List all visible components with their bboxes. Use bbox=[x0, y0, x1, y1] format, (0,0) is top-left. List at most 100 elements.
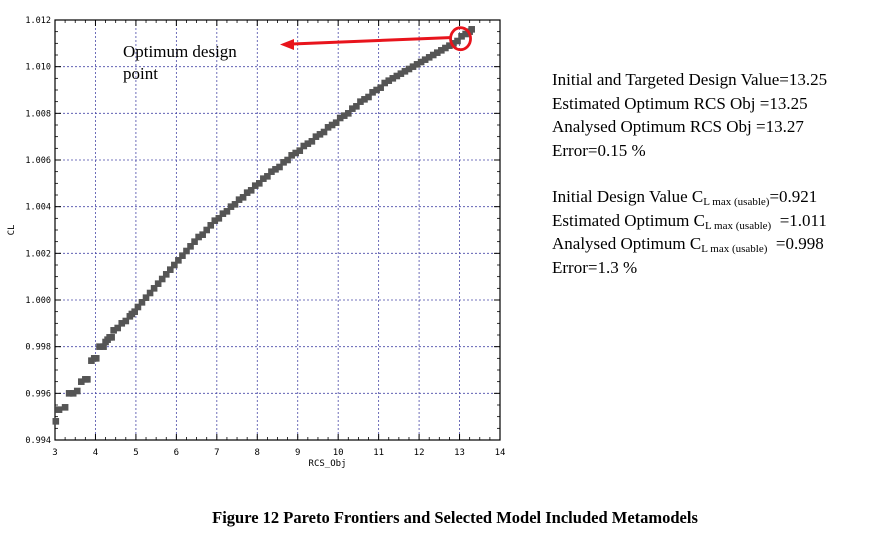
x-tick-label: 14 bbox=[495, 448, 506, 458]
data-point bbox=[114, 324, 122, 332]
data-point bbox=[65, 390, 73, 397]
data-point bbox=[207, 222, 215, 229]
data-point bbox=[118, 320, 126, 327]
data-point bbox=[349, 105, 356, 112]
data-point bbox=[199, 231, 206, 238]
data-point bbox=[365, 93, 372, 101]
x-axis-label: RCS_Obj bbox=[309, 459, 347, 469]
data-point bbox=[175, 257, 182, 264]
data-point bbox=[324, 124, 332, 131]
cl-initial-value: =0.921 bbox=[769, 187, 818, 206]
data-point bbox=[381, 79, 389, 87]
data-point bbox=[332, 119, 340, 126]
data-point bbox=[131, 308, 138, 315]
data-point bbox=[195, 233, 202, 241]
data-point bbox=[52, 418, 60, 425]
x-tick-label: 4 bbox=[93, 448, 98, 458]
data-point bbox=[134, 303, 142, 311]
data-point bbox=[462, 30, 469, 38]
data-point bbox=[373, 86, 380, 94]
data-point bbox=[468, 26, 475, 33]
data-point bbox=[231, 201, 239, 208]
annotation-arrow-head bbox=[280, 39, 294, 50]
y-tick-label: 0.996 bbox=[25, 389, 51, 399]
cl-estimated-value: =1.011 bbox=[771, 210, 827, 230]
data-point bbox=[385, 77, 393, 84]
data-point bbox=[171, 261, 178, 269]
x-tick-label: 9 bbox=[295, 448, 300, 458]
y-tick-label: 1.012 bbox=[25, 16, 51, 26]
data-point bbox=[425, 54, 433, 61]
data-point bbox=[96, 343, 103, 350]
data-point bbox=[328, 121, 336, 129]
data-point bbox=[84, 376, 91, 383]
result-line-2: Estimated Optimum RCS Obj =13.25 bbox=[552, 93, 808, 113]
y-tick-label: 0.998 bbox=[25, 343, 51, 353]
data-point bbox=[146, 289, 154, 297]
x-tick-label: 12 bbox=[414, 448, 425, 458]
data-point bbox=[272, 166, 279, 173]
data-point bbox=[243, 189, 251, 196]
results-panel: Initial and Targeted Design Value=13.25 … bbox=[552, 68, 827, 279]
data-point bbox=[247, 187, 255, 194]
data-point bbox=[108, 334, 115, 341]
data-point bbox=[183, 247, 190, 255]
data-point bbox=[405, 65, 413, 73]
data-point bbox=[296, 147, 304, 154]
data-point bbox=[280, 159, 287, 166]
data-point bbox=[393, 72, 401, 80]
data-point bbox=[357, 98, 364, 105]
result-line-3: Analysed Optimum RCS Obj =13.27 bbox=[552, 117, 804, 136]
data-point bbox=[397, 70, 405, 77]
data-point bbox=[264, 173, 271, 180]
data-point bbox=[138, 299, 146, 306]
x-tick-label: 10 bbox=[333, 448, 344, 458]
data-point bbox=[312, 133, 320, 140]
data-point bbox=[446, 42, 453, 49]
data-point bbox=[284, 156, 291, 164]
y-tick-label: 1.004 bbox=[25, 203, 51, 213]
plot-area bbox=[55, 20, 500, 440]
data-point bbox=[223, 208, 231, 215]
data-point bbox=[191, 238, 198, 245]
data-point bbox=[276, 163, 283, 171]
data-point bbox=[142, 294, 150, 301]
data-point bbox=[77, 378, 85, 385]
data-point bbox=[162, 271, 170, 278]
data-point bbox=[122, 317, 130, 325]
data-point bbox=[92, 355, 100, 362]
x-tick-label: 13 bbox=[454, 448, 465, 458]
data-point bbox=[150, 285, 158, 292]
data-point bbox=[292, 149, 300, 157]
data-point bbox=[344, 110, 352, 117]
data-point bbox=[340, 112, 348, 119]
x-tick-label: 8 bbox=[255, 448, 260, 458]
data-point bbox=[227, 203, 235, 210]
cl-estimated-sub: L max (usable) bbox=[705, 219, 772, 232]
data-point bbox=[442, 44, 449, 52]
data-point bbox=[450, 40, 457, 47]
x-tick-label: 3 bbox=[52, 448, 57, 458]
data-point bbox=[377, 84, 384, 91]
data-point bbox=[389, 75, 397, 82]
cl-analysed-prefix: Analysed Optimum C bbox=[552, 234, 702, 253]
result-line-7: Analysed Optimum CL max (usable) =0.998 bbox=[552, 232, 827, 256]
data-point bbox=[438, 47, 445, 54]
data-point bbox=[353, 103, 360, 110]
cl-estimated-prefix: Estimated Optimum C bbox=[552, 210, 705, 230]
data-point bbox=[158, 275, 166, 283]
data-point bbox=[255, 180, 263, 187]
annotation-arrow-line bbox=[291, 36, 450, 46]
y-tick-label: 0.994 bbox=[25, 436, 51, 446]
data-point bbox=[166, 266, 174, 273]
data-point bbox=[308, 138, 316, 145]
data-point bbox=[239, 194, 247, 201]
data-point bbox=[203, 226, 211, 234]
data-point bbox=[260, 175, 267, 182]
x-tick-label: 7 bbox=[214, 448, 219, 458]
data-point bbox=[413, 61, 421, 68]
data-point bbox=[61, 404, 69, 411]
data-point bbox=[429, 51, 437, 59]
cl-initial-sub: L max (usable) bbox=[703, 196, 770, 208]
